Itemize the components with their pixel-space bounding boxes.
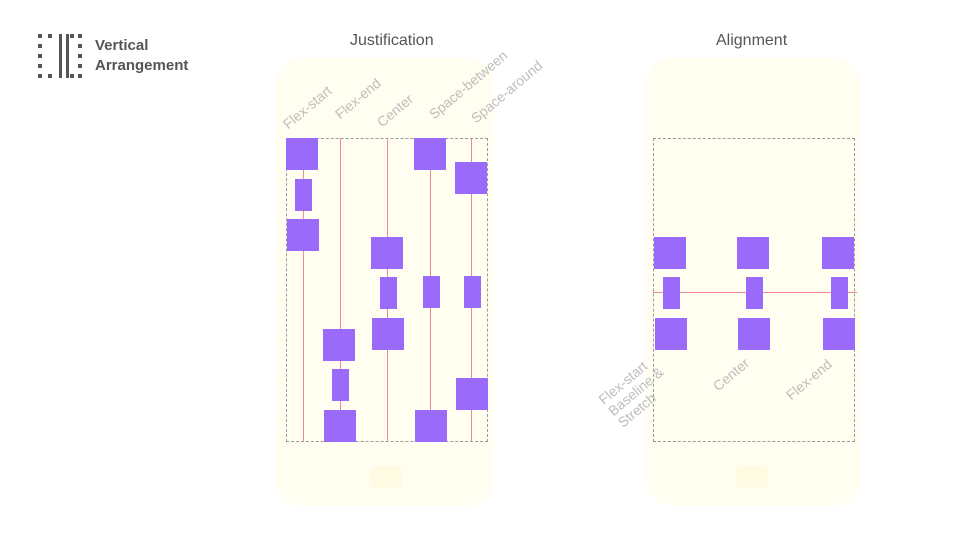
alignment-frame — [653, 138, 855, 442]
alignment-title: Alignment — [716, 32, 788, 49]
flex-end-box-2 — [332, 369, 349, 401]
flex-end-box-1 — [323, 329, 355, 361]
space-around-box-3 — [456, 378, 488, 410]
align-start-box-3 — [655, 318, 687, 350]
align-end-box-3 — [823, 318, 855, 350]
align-end-box-2 — [831, 277, 848, 309]
flex-start-box-1 — [286, 138, 318, 170]
space-between-box-3 — [415, 410, 447, 442]
align-start-box-2 — [663, 277, 680, 309]
home-button — [370, 466, 402, 488]
align-center-box-1 — [737, 237, 769, 269]
align-center-box-3 — [738, 318, 770, 350]
center-box-2 — [380, 277, 397, 309]
align-end-box-1 — [822, 237, 854, 269]
space-around-box-1 — [455, 162, 487, 194]
flex-start-box-3 — [287, 219, 319, 251]
align-start-box-1 — [654, 237, 686, 269]
brand-line1: Vertical — [95, 37, 149, 54]
brand-line2: Arrangement — [95, 57, 189, 74]
space-between-box-2 — [423, 276, 440, 308]
flex-start-box-2 — [295, 179, 312, 211]
center-box-3 — [372, 318, 404, 350]
space-around-box-2 — [464, 276, 481, 308]
space-between-box-1 — [414, 138, 446, 170]
align-center-box-2 — [746, 277, 763, 309]
justification-title: Justification — [350, 32, 434, 49]
guide-line — [340, 138, 341, 442]
flex-end-box-3 — [324, 410, 356, 442]
home-button — [736, 466, 768, 488]
guide-line — [303, 138, 304, 442]
vertical-arrangement-icon — [38, 34, 84, 78]
brand-title: Vertical Arrangement — [95, 36, 188, 76]
center-box-1 — [371, 237, 403, 269]
